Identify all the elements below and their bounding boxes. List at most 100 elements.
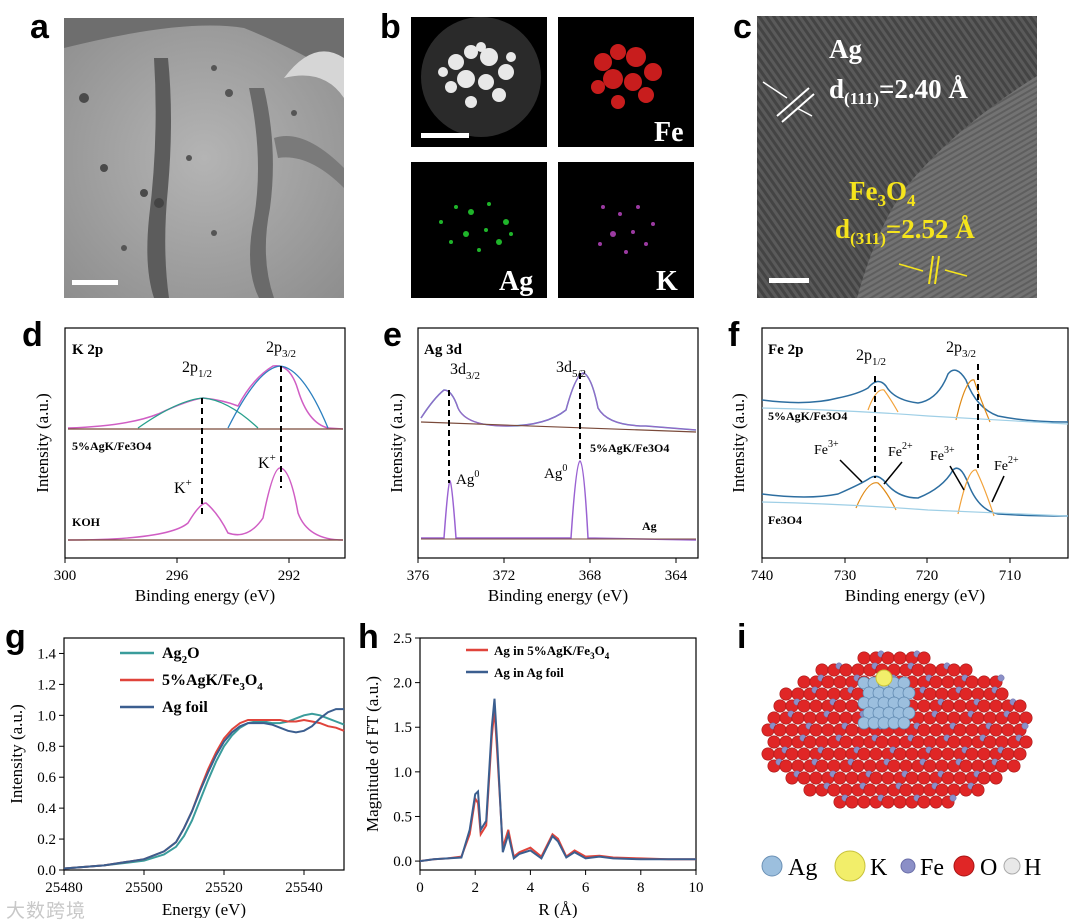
legend-label: Ag in Ag foil xyxy=(494,665,564,680)
y-axis-label: Magnitude of FT (a.u.) xyxy=(363,676,382,832)
o-atom xyxy=(929,747,943,761)
o-atom xyxy=(1013,699,1027,713)
o-atom xyxy=(917,771,931,785)
x-tick-label: 730 xyxy=(834,568,857,584)
y-tick-label: 1.4 xyxy=(37,646,56,662)
chart-title: Ag 3d xyxy=(424,342,463,358)
o-atom xyxy=(977,747,991,761)
o-atom xyxy=(845,699,859,713)
sample-label-koh: KOH xyxy=(72,515,101,529)
o-atom xyxy=(827,687,841,701)
xanes-chart: 25480 25500 25520 25540 0.0 0.2 0.4 0.6 0.8 1.0 1.… xyxy=(7,637,345,918)
o-atom xyxy=(935,711,949,725)
panel-letter-d: d xyxy=(22,316,43,354)
ag-atom xyxy=(902,706,916,720)
o-atom xyxy=(911,735,925,749)
o-atom xyxy=(815,735,829,749)
x-tick-label: 25500 xyxy=(125,880,163,896)
o-atom xyxy=(767,735,781,749)
x-tick-label: 300 xyxy=(54,568,77,584)
o-atom xyxy=(917,699,931,713)
o-atom xyxy=(833,771,847,785)
y-tick-label: 2.0 xyxy=(393,676,412,692)
annotation-fe2plus-1: Fe2+ xyxy=(888,441,913,460)
exafs-ft-chart: 0 2 4 6 8 10 0.0 0.5 1.0 1.5 2.0 2.5 R (Å) Magnitude … xyxy=(363,631,704,918)
o-atom xyxy=(851,759,865,773)
legend-k: K xyxy=(870,855,888,881)
label-ag: Ag xyxy=(499,266,533,297)
o-atom xyxy=(965,675,979,689)
o-atom xyxy=(983,711,997,725)
o-atom xyxy=(995,759,1009,773)
xps-fe2p-chart: Fe 2p 2p1/2 2p3/2 Fe3+ Fe2+ Fe3+ Fe2+ 5%… xyxy=(729,327,1069,605)
o-atom xyxy=(947,783,961,797)
scale-bar-c xyxy=(769,278,809,283)
x-axis-label: R (Å) xyxy=(538,900,577,918)
x-tick-label: 25520 xyxy=(205,880,243,896)
o-atom xyxy=(929,723,943,737)
k-atom xyxy=(875,669,893,687)
o-atom xyxy=(1019,711,1033,725)
sample-label-5agk: 5%AgK/Fe3O4 xyxy=(72,439,151,453)
o-atom xyxy=(779,735,793,749)
annotation-3d32: 3d3/2 xyxy=(450,361,480,382)
y-tick-label: 0.8 xyxy=(37,739,56,755)
x-tick-label: 740 xyxy=(751,568,774,584)
o-atom xyxy=(821,723,835,737)
y-tick-label: 0.2 xyxy=(37,832,56,848)
o-atom xyxy=(923,735,937,749)
ag-atom xyxy=(902,686,916,700)
hrtem-ag-label: Ag xyxy=(829,34,862,64)
eds-map-fe: Fe xyxy=(558,17,694,147)
o-atom xyxy=(959,687,973,701)
eds-map-ag: Ag xyxy=(411,162,547,298)
ag-atom xyxy=(897,696,911,710)
o-atom xyxy=(803,783,817,797)
fe-atom xyxy=(997,674,1005,682)
annotation-fe3plus-1: Fe3+ xyxy=(814,439,839,458)
hrtem-fe-d-spacing: d(311)=2.52 Å xyxy=(835,214,975,248)
o-atom xyxy=(785,723,799,737)
o-atom xyxy=(827,783,841,797)
y-axis-label: Intensity (a.u.) xyxy=(729,393,748,493)
x-tick-label: 710 xyxy=(999,568,1022,584)
o-atom xyxy=(845,771,859,785)
watermark: 大数跨境 xyxy=(6,900,87,922)
o-atom xyxy=(833,747,847,761)
panel-letter-g: g xyxy=(5,618,26,656)
o-atom xyxy=(1001,747,1015,761)
o-atom xyxy=(857,795,871,809)
o-atom xyxy=(929,795,943,809)
ag-atom xyxy=(897,676,911,690)
o-atom xyxy=(881,795,895,809)
o-atom xyxy=(809,699,823,713)
o-atom xyxy=(893,651,907,665)
o-atom xyxy=(869,771,883,785)
o-atom xyxy=(803,735,817,749)
x-tick-label: 0 xyxy=(416,880,424,896)
o-atom xyxy=(965,747,979,761)
o-atom xyxy=(971,711,985,725)
x-axis-label: Energy (eV) xyxy=(162,900,246,918)
o-atom xyxy=(941,675,955,689)
o-atom xyxy=(1007,711,1021,725)
o-atom xyxy=(863,759,877,773)
o-atom xyxy=(857,651,871,665)
o-atom xyxy=(821,747,835,761)
o-atom xyxy=(881,771,895,785)
panel-letter-i: i xyxy=(737,618,747,656)
o-atom xyxy=(893,747,907,761)
o-atom xyxy=(797,675,811,689)
annotation-k-plus-1: K+ xyxy=(174,477,192,497)
o-atom xyxy=(833,699,847,713)
plot-frame xyxy=(63,637,345,871)
o-atom xyxy=(893,795,907,809)
series-line xyxy=(63,718,345,870)
o-atom xyxy=(785,747,799,761)
o-atom xyxy=(851,663,865,677)
x-tick-label: 25540 xyxy=(285,880,323,896)
sample-label-5agk: 5%AgK/Fe3O4 xyxy=(768,409,847,423)
x-ticks: 300 296 292 xyxy=(54,558,300,584)
o-atom xyxy=(965,723,979,737)
hrtem-fe3o4-label: Fe3O4 xyxy=(849,176,916,210)
